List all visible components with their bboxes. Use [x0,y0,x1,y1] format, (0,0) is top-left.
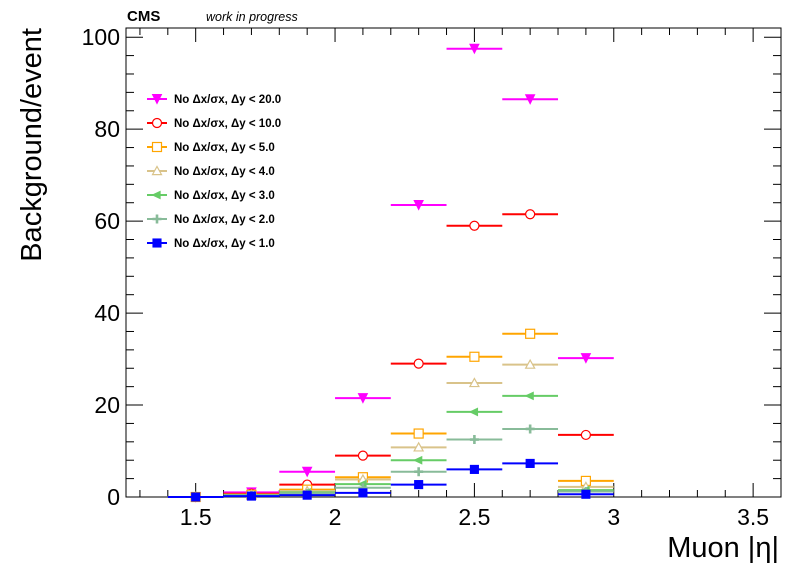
legend-item: No Δx/σx, Δy < 1.0 [147,238,275,250]
legend-label: No Δx/σx, Δy < 20.0 [174,94,281,106]
marker-square [581,489,591,499]
legend-label: No Δx/σx, Δy < 10.0 [174,118,281,130]
marker-cross [469,435,479,445]
data-series [167,43,614,503]
marker-triangle-left [151,190,161,200]
marker-square-open [469,351,480,362]
marker-triangle-down [580,353,592,364]
legend-item: No Δx/σx, Δy < 20.0 [147,94,281,106]
marker-square [469,464,479,474]
marker-square-open [413,428,424,439]
status-label: work in progress [206,10,298,24]
x-axis-label: Muon |η| [667,532,779,564]
x-tick-label: 3 [607,504,620,530]
legend-item: No Δx/σx, Δy < 10.0 [147,117,281,130]
marker-triangle-left [468,407,479,417]
marker-circle [413,358,424,369]
marker-circle [525,209,536,220]
legend-item: No Δx/σx, Δy < 5.0 [147,141,275,154]
series-2 [167,209,614,503]
marker-square [152,238,162,248]
y-axis-label: Background/event [16,28,48,262]
y-tick-label: 20 [94,392,120,418]
marker-cross [414,467,424,477]
plot-frame [125,27,782,498]
legend-label: No Δx/σx, Δy < 5.0 [174,142,275,154]
marker-square [358,488,368,498]
marker-triangle-left [524,391,534,401]
y-tick-label: 100 [82,24,120,50]
marker-square-open [525,328,536,339]
legend-label: No Δx/σx, Δy < 4.0 [174,166,275,178]
marker-cross [152,214,162,224]
marker-square [302,490,312,500]
marker-triangle-down [469,43,480,55]
marker-triangle-down [524,94,536,105]
marker-cross [525,424,535,434]
y-tick-label: 60 [94,208,120,234]
marker-triangle-down [151,94,163,105]
marker-circle [151,117,163,129]
y-tick-label: 80 [94,116,120,142]
series-3 [167,328,614,503]
legend-item: No Δx/σx, Δy < 2.0 [147,214,275,226]
legend-item: No Δx/σx, Δy < 3.0 [147,190,275,202]
marker-triangle-left [412,455,423,465]
y-tick-label: 0 [107,484,120,510]
legend-label: No Δx/σx, Δy < 3.0 [174,190,275,202]
marker-square [414,480,424,490]
x-tick-label: 3.5 [737,504,769,530]
marker-triangle-down [413,200,424,211]
marker-square-open [151,141,163,153]
legend-label: No Δx/σx, Δy < 2.0 [174,214,275,226]
experiment-label: CMS [127,8,160,25]
marker-circle [580,429,591,441]
marker-triangle-up [524,358,536,369]
marker-circle [469,220,480,231]
legend-label: No Δx/σx, Δy < 1.0 [174,238,275,250]
marker-triangle-down [357,393,369,404]
x-tick-label: 2 [329,504,342,530]
marker-triangle-down [301,466,313,478]
legend-item: No Δx/σx, Δy < 4.0 [147,165,275,178]
marker-square [525,458,535,468]
marker-triangle-up [468,377,480,388]
marker-triangle-up [151,165,163,176]
series-4 [167,358,614,502]
x-tick-label: 2.5 [458,504,490,530]
axes: 0 20 40 60 80 100 1.5 2 2.5 3 3.5 [82,24,782,530]
marker-square [246,491,256,501]
series-7 [167,458,614,502]
x-tick-label: 1.5 [180,504,212,530]
marker-circle [357,450,369,461]
marker-square [191,492,201,502]
legend: No Δx/σx, Δy < 20.0 No Δx/σx, Δy < 10.0 No… [147,94,281,250]
marker-triangle-up [413,441,425,452]
y-tick-label: 40 [94,300,120,326]
